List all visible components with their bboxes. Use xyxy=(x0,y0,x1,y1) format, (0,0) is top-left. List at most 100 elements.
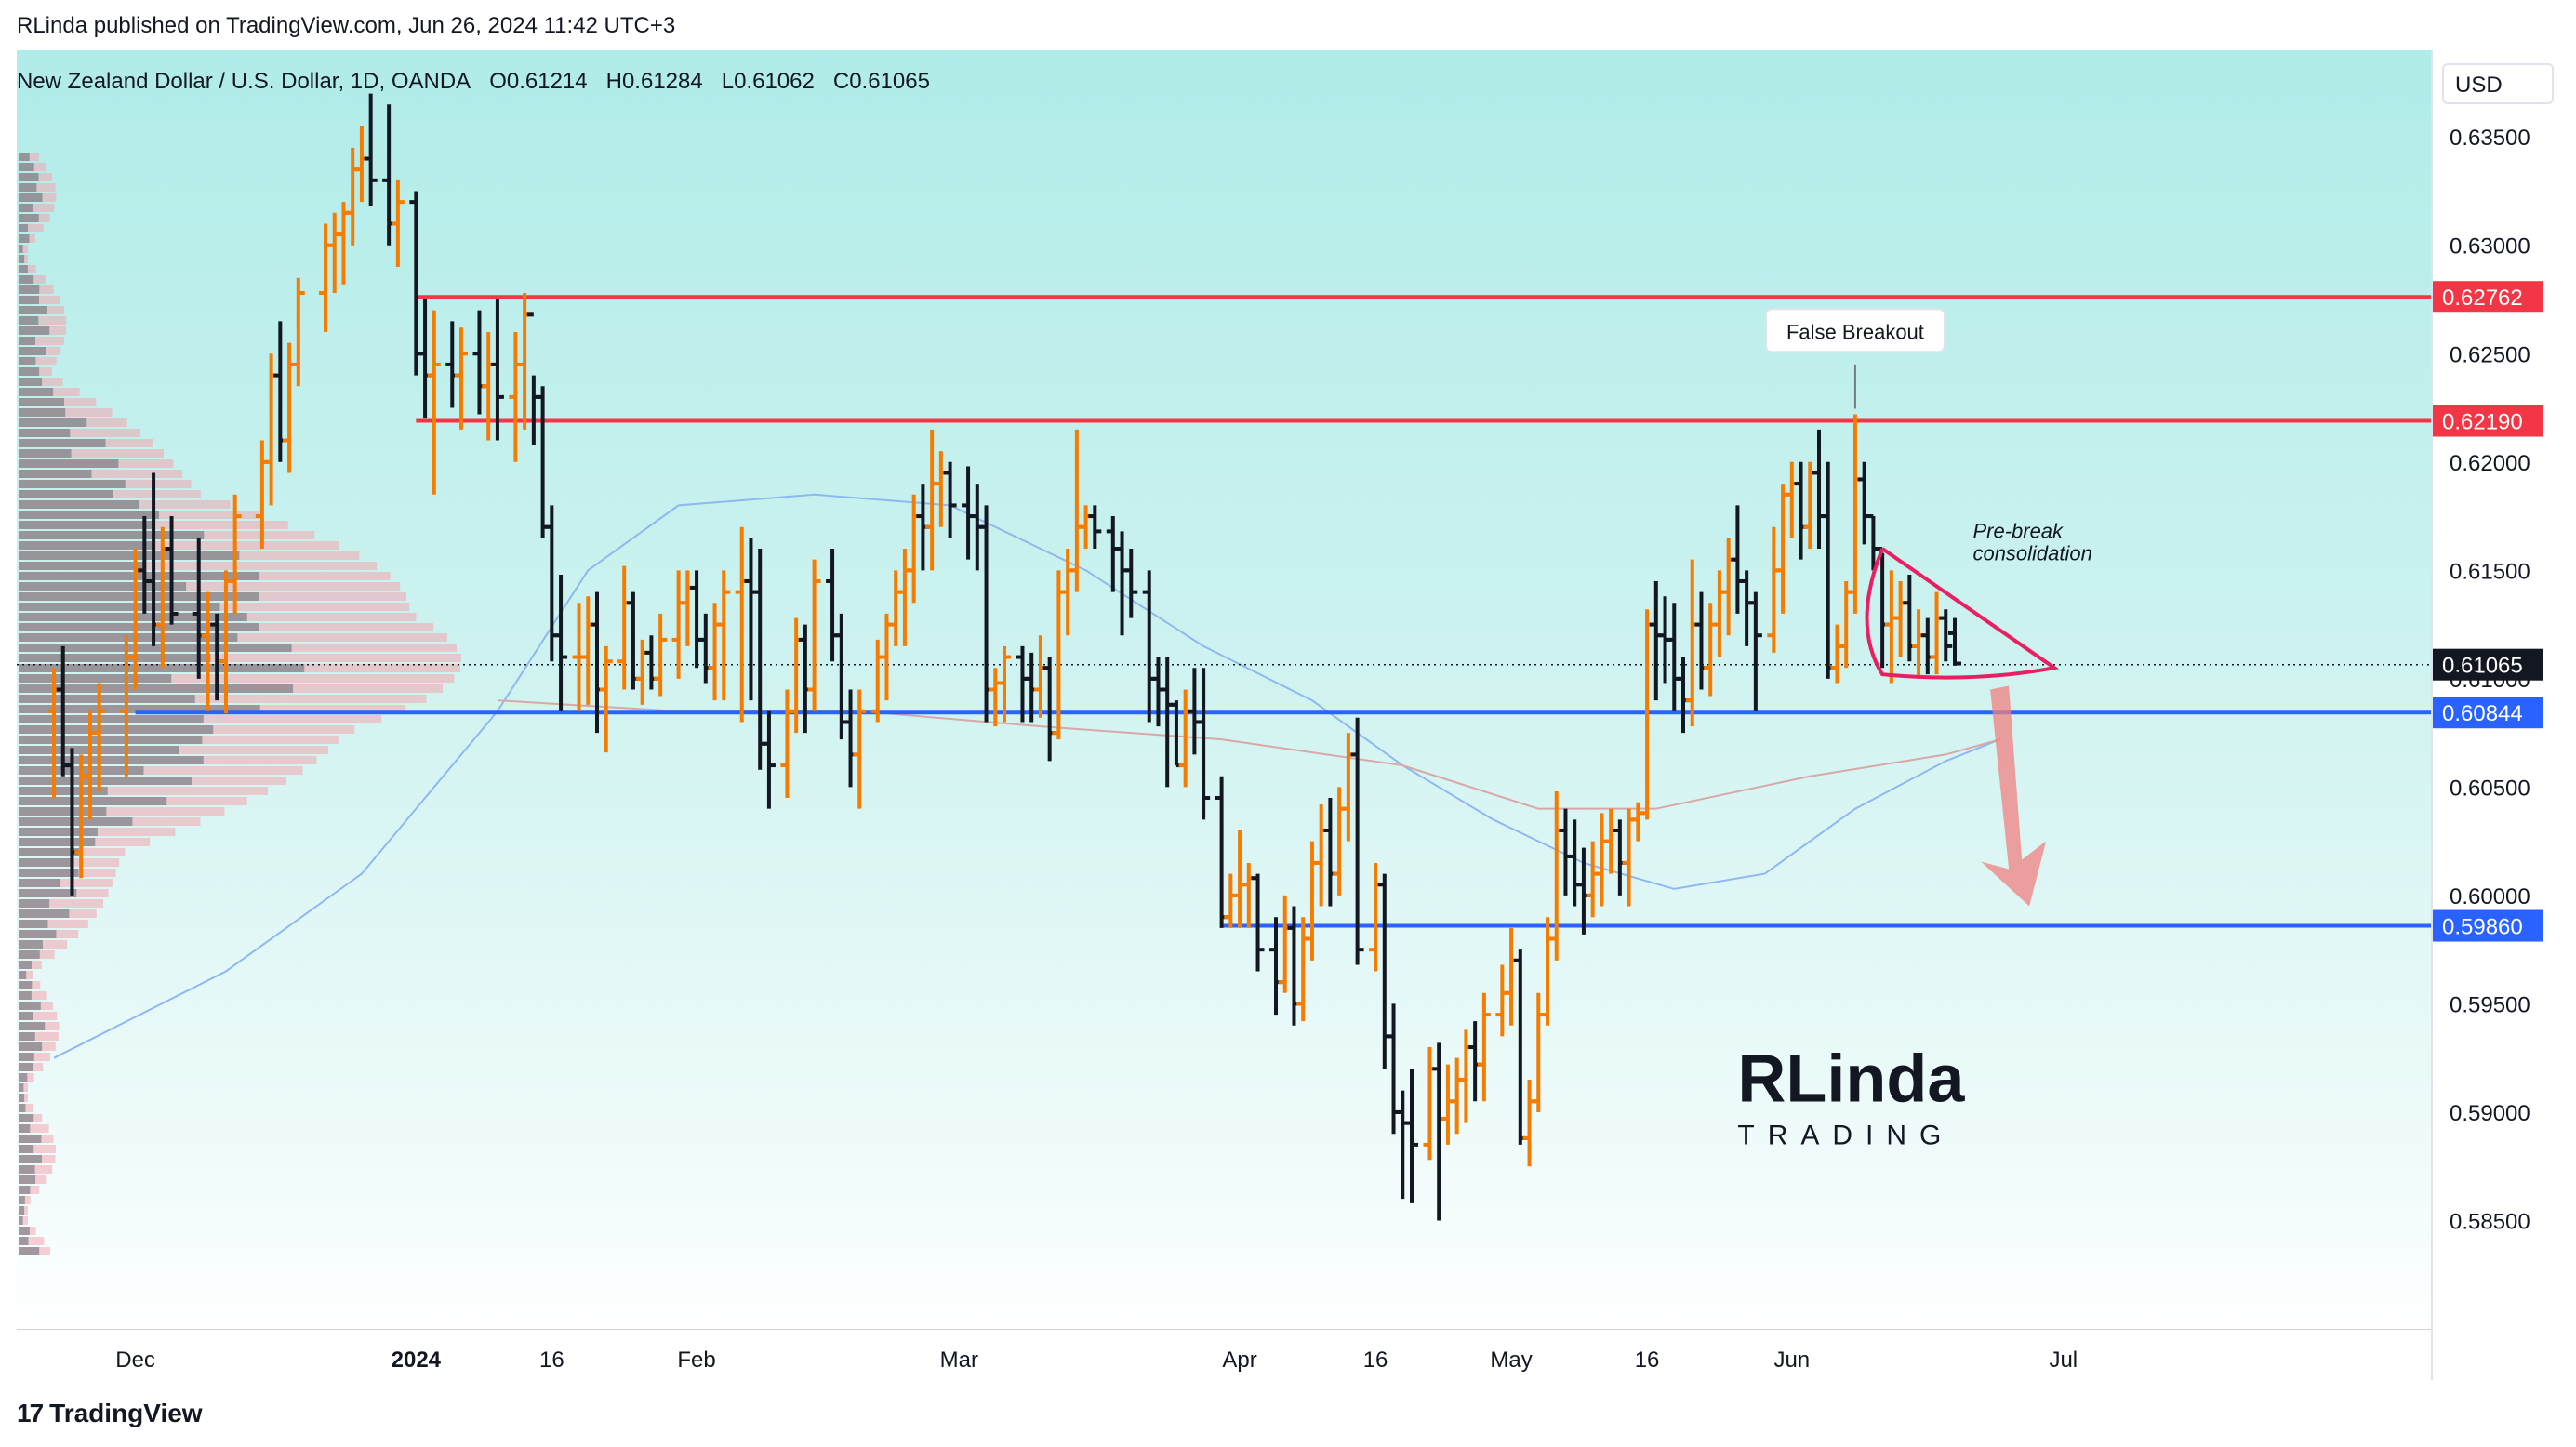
volume-profile-bar-down xyxy=(19,695,195,703)
price-tick-label: 0.58500 xyxy=(2450,1209,2530,1234)
volume-profile-bar xyxy=(19,899,104,908)
legend-low: L0.61062 xyxy=(721,69,815,94)
volume-profile-bar-down xyxy=(19,173,39,181)
volume-profile-bar-down xyxy=(19,817,133,826)
level-tag-0.62762 xyxy=(2433,281,2543,313)
volume-profile-bar-down xyxy=(19,582,187,591)
volume-profile-bar xyxy=(19,940,68,949)
volume-profile-bar-down xyxy=(19,879,61,887)
ohlc-bar xyxy=(1586,841,1600,918)
last-price-label: 0.61065 xyxy=(2442,654,2523,679)
ohlc-bar xyxy=(1667,603,1681,711)
volume-profile-bar xyxy=(19,1124,49,1133)
volume-profile-bar-down xyxy=(19,674,172,683)
ohlc-bar xyxy=(1740,570,1754,646)
ohlc-bar xyxy=(698,613,712,684)
volume-profile-bar-down xyxy=(19,930,57,938)
ohlc-bar xyxy=(1468,1021,1482,1102)
ohlc-bar xyxy=(753,549,767,770)
ohlc-bar xyxy=(1197,668,1211,820)
ohlc-bar xyxy=(1242,862,1255,928)
volume-profile-bar-down xyxy=(19,470,92,478)
volume-profile-bar-down xyxy=(19,909,70,918)
volume-profile-bar-down xyxy=(19,1186,31,1194)
volume-profile-bar-down xyxy=(19,1165,35,1174)
ohlc-bar xyxy=(897,549,911,646)
ohlc-bar xyxy=(826,549,840,662)
ohlc-bar xyxy=(1124,549,1138,618)
volume-profile-bar-down xyxy=(19,378,43,386)
footer-brand[interactable]: 17 TradingView xyxy=(17,1399,203,1428)
volume-profile-bar-down xyxy=(19,214,39,222)
currency-selector[interactable]: USD xyxy=(2442,63,2554,104)
ohlc-bar xyxy=(427,310,441,495)
consolidation-triangle xyxy=(1865,547,2060,680)
ohlc-bar xyxy=(1677,657,1690,734)
ohlc-bar xyxy=(1151,657,1165,727)
ohlc-bar xyxy=(1532,992,1546,1112)
volume-profile-bar-down xyxy=(19,654,211,662)
ohlc-bar xyxy=(1857,461,1871,545)
ohlc-bar xyxy=(391,179,405,268)
price-tick-label: 0.60000 xyxy=(2450,884,2530,909)
ohlc-bar xyxy=(790,617,803,734)
ohlc-bar xyxy=(1549,791,1563,961)
ohlc-bar xyxy=(853,689,867,809)
ohlc-bar xyxy=(807,559,821,711)
ohlc-bar xyxy=(1350,717,1364,965)
time-tick-label: 16 xyxy=(1363,1347,1388,1373)
ohlc-bar xyxy=(1106,516,1120,592)
ohlc-bar xyxy=(1721,538,1735,636)
ohlc-bar xyxy=(1876,547,1890,669)
volume-profile-bar-down xyxy=(19,153,30,161)
ohlc-bar xyxy=(1224,873,1238,928)
ohlc-bar xyxy=(690,570,704,669)
volume-profile-bar xyxy=(19,1216,28,1225)
horizontal-levels[interactable]: 0.62762 0.62190 0.60844 0.59860 0.61065 xyxy=(17,281,2543,942)
volume-profile-bar xyxy=(19,807,225,816)
volume-profile-bar xyxy=(19,695,427,703)
volume-profile xyxy=(19,153,461,1255)
volume-profile-bar-down xyxy=(19,715,204,724)
volume-profile-bar xyxy=(19,357,57,365)
ohlc-bar xyxy=(1115,531,1129,636)
ohlc-bar xyxy=(1042,657,1056,762)
watermark-line1: RLinda xyxy=(1737,1042,1965,1116)
ohlc-bar xyxy=(472,310,486,415)
ohlc-bar xyxy=(934,451,948,527)
volume-profile-bar xyxy=(19,787,269,795)
ohlc-bar xyxy=(1848,414,1862,614)
time-tick-label: 16 xyxy=(539,1347,564,1373)
volume-profile-bar-down xyxy=(19,316,39,325)
ohlc-bar xyxy=(880,613,894,701)
volume-profile-bar-down xyxy=(19,245,23,253)
ohlc-bar xyxy=(1233,830,1247,928)
volume-profile-bar-down xyxy=(19,1227,30,1235)
volume-profile-bar-down xyxy=(19,705,260,713)
time-tick-label: Dec xyxy=(115,1347,155,1373)
ohlc-bar xyxy=(1169,700,1183,768)
price-tick-label: 0.62500 xyxy=(2450,342,2530,367)
ohlc-bar xyxy=(1595,813,1609,907)
volume-profile-bar-down xyxy=(19,224,28,232)
volume-profile-bar-down xyxy=(19,869,79,877)
ohlc-bar xyxy=(1432,1042,1446,1221)
false-breakout-label: False Breakout xyxy=(1786,320,1924,343)
ohlc-bar xyxy=(744,538,758,701)
volume-profile-bar-down xyxy=(19,439,106,447)
volume-profile-bar-down xyxy=(19,500,139,509)
volume-profile-bar-down xyxy=(19,736,203,744)
volume-profile-bar xyxy=(19,183,56,192)
time-axis[interactable] xyxy=(17,1330,2431,1380)
ohlc-bar xyxy=(1685,559,1699,727)
volume-profile-bar-down xyxy=(19,1012,33,1020)
volume-profile-bar-down xyxy=(19,603,220,611)
price-tick-label: 0.63500 xyxy=(2450,126,2530,151)
last-price-tag xyxy=(2433,648,2543,681)
volume-profile-bar xyxy=(19,296,60,304)
ohlc-bar xyxy=(780,689,794,799)
ohlc-bar xyxy=(1377,873,1391,1069)
ohlc-bar xyxy=(1341,733,1355,842)
